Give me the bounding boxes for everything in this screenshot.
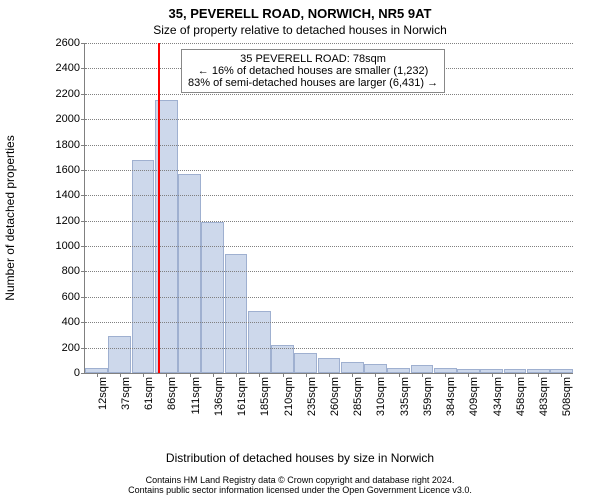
x-axis-title: Distribution of detached houses by size …	[0, 451, 600, 465]
histogram-bar	[132, 160, 155, 373]
y-tick-label: 1800	[56, 139, 85, 151]
y-tick-label: 0	[74, 367, 85, 379]
chart-container: Number of detached properties 12sqm37sqm…	[52, 43, 580, 393]
histogram-bar	[294, 353, 317, 373]
x-tick-label: 161sqm	[236, 377, 248, 416]
y-tick-label: 800	[62, 265, 85, 277]
chart-address-title: 35, PEVERELL ROAD, NORWICH, NR5 9AT	[0, 6, 600, 21]
annotation-line: 35 PEVERELL ROAD: 78sqm	[188, 53, 438, 65]
x-tick-label: 285sqm	[352, 377, 364, 416]
x-tick-label: 235sqm	[306, 377, 318, 416]
x-tick-label: 508sqm	[561, 377, 573, 416]
x-tick-label: 260sqm	[329, 377, 341, 416]
x-tick-label: 111sqm	[190, 377, 202, 415]
x-tick-label: 359sqm	[422, 377, 434, 416]
y-tick-label: 400	[62, 316, 85, 328]
histogram-bar	[248, 311, 271, 373]
y-tick-label: 1000	[56, 240, 85, 252]
histogram-bar	[318, 358, 341, 373]
subject-property-line	[158, 43, 160, 373]
plot-area: 12sqm37sqm61sqm86sqm111sqm136sqm161sqm18…	[84, 43, 573, 374]
y-tick-label: 1600	[56, 164, 85, 176]
footer-line-2: Contains public sector information licen…	[0, 485, 600, 495]
y-tick-label: 2400	[56, 62, 85, 74]
y-tick-label: 2600	[56, 37, 85, 49]
y-tick-label: 1200	[56, 215, 85, 227]
x-tick-label: 458sqm	[515, 377, 527, 416]
x-axis-track: 12sqm 37sqm 61sqm 86sqm 111sqm 136sqm 161sqm 18…	[85, 373, 573, 433]
x-tick-label: 310sqm	[375, 377, 387, 416]
x-tick-label: 61sqm	[143, 377, 155, 410]
annotation-line: ← 16% of detached houses are smaller (1,…	[188, 65, 438, 77]
x-tick-label: 483sqm	[538, 377, 550, 416]
x-tick-label: 12sqm	[97, 377, 109, 410]
histogram-bar	[364, 364, 387, 373]
x-tick-label: 37sqm	[120, 377, 132, 410]
x-tick-label: 185sqm	[259, 377, 271, 416]
annotation-box: 35 PEVERELL ROAD: 78sqm← 16% of detached…	[181, 49, 445, 93]
histogram-bar	[178, 174, 201, 373]
y-tick-label: 1400	[56, 189, 85, 201]
x-tick-label: 210sqm	[283, 377, 295, 416]
x-tick-label: 434sqm	[492, 377, 504, 416]
x-tick-label: 384sqm	[445, 377, 457, 416]
x-tick-label: 409sqm	[468, 377, 480, 416]
y-tick-label: 2200	[56, 88, 85, 100]
histogram-bar	[341, 362, 364, 373]
x-tick-label: 86sqm	[166, 377, 178, 410]
y-axis-label: Number of detached properties	[3, 135, 17, 300]
x-tick-label: 136sqm	[213, 377, 225, 416]
histogram-bar	[271, 345, 294, 373]
histogram-bar	[108, 336, 131, 373]
y-tick-label: 200	[62, 342, 85, 354]
footer-attribution: Contains HM Land Registry data © Crown c…	[0, 475, 600, 495]
y-tick-label: 600	[62, 291, 85, 303]
footer-line-1: Contains HM Land Registry data © Crown c…	[0, 475, 600, 485]
chart-subtitle: Size of property relative to detached ho…	[0, 23, 600, 37]
annotation-line: 83% of semi-detached houses are larger (…	[188, 77, 438, 89]
y-tick-label: 2000	[56, 113, 85, 125]
x-tick-label: 335sqm	[399, 377, 411, 416]
histogram-bar	[411, 365, 434, 373]
